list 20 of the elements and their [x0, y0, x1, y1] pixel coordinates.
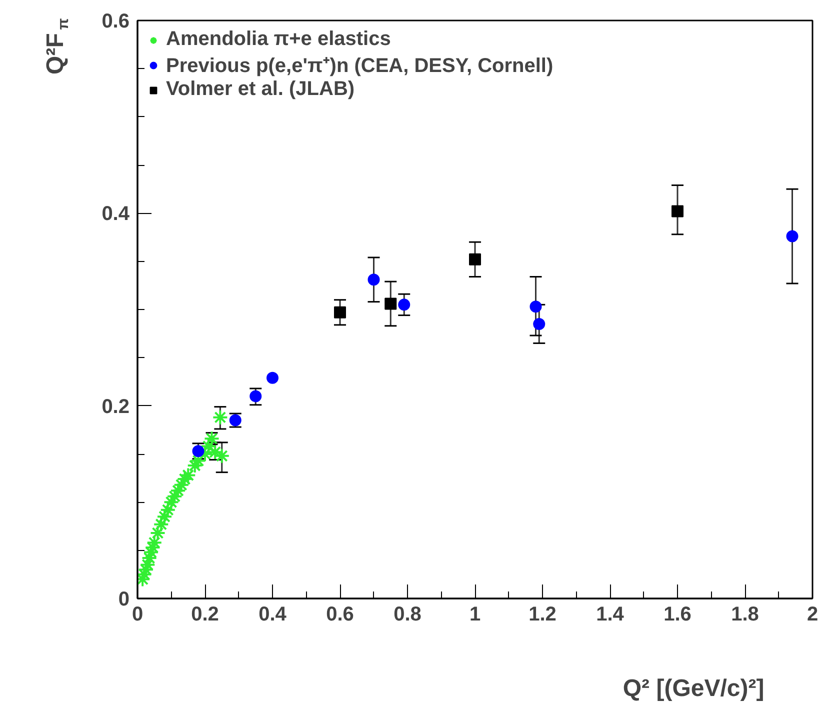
x-tick-label: 1.2 [528, 604, 556, 626]
legend-label: Amendolia π+e elastics [166, 28, 391, 51]
x-axis-title: Q² [(GeV/c)²] [622, 675, 764, 702]
y-tick-label: 0.6 [102, 10, 130, 32]
x-tick-label: 1.8 [731, 604, 759, 626]
x-tick-label: 1.6 [664, 604, 692, 626]
x-tick-label: 0.4 [258, 604, 288, 626]
x-tick-label: 2 [806, 604, 818, 626]
x-tick-label: 1 [469, 604, 481, 626]
x-tick-label: 0.6 [326, 604, 354, 626]
y-tick-label: 0.4 [102, 203, 130, 226]
x-tick-label: 1.4 [596, 604, 625, 626]
legend-label: Previous p(e,e'π⁺)n (CEA, DESY, Cornell) [166, 54, 554, 78]
x-tick-label: 0 [132, 604, 144, 626]
x-tick-label: 0.8 [394, 604, 422, 626]
x-tick-label: 0.2 [191, 604, 219, 626]
y-tick-label: 0 [118, 588, 130, 610]
legend-label: Volmer et al. (JLAB) [166, 78, 355, 101]
y-tick-label: 0.2 [102, 396, 130, 418]
y-axis-title: Q²Fπ [42, 18, 72, 74]
